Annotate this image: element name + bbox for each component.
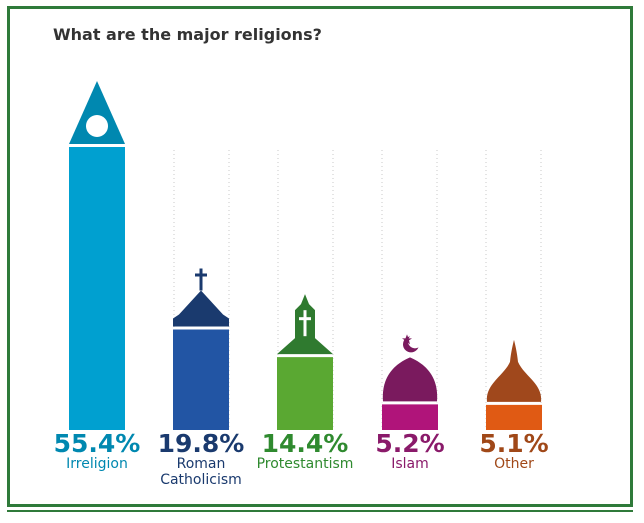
- value-label: 5.2%: [375, 429, 444, 458]
- dome-shape: [382, 357, 438, 402]
- frame-border: [7, 6, 633, 507]
- bar: [69, 146, 125, 430]
- bulb-shape: [486, 339, 542, 402]
- chart-title: What are the major religions?: [53, 25, 322, 44]
- crescent-dome-icon: [382, 334, 438, 402]
- bar-group-4: 5.2%Islam: [375, 334, 445, 472]
- cross-roof-icon: [173, 268, 229, 327]
- crescent-inner: [408, 334, 422, 349]
- category-label: Protestantism: [257, 456, 354, 472]
- bar: [277, 356, 333, 430]
- value-label: 55.4%: [54, 429, 141, 458]
- cross-vertical: [199, 268, 203, 291]
- value-label: 5.1%: [479, 429, 548, 458]
- category-label: Catholicism: [160, 472, 242, 488]
- category-label: Roman: [177, 456, 226, 472]
- star-shape: [402, 334, 412, 345]
- steeple-cross-horizontal: [299, 317, 311, 321]
- roof-shape: [173, 290, 229, 327]
- triangle-circle-icon: [69, 81, 125, 144]
- bar-group-1: 55.4%Irreligion: [54, 81, 141, 472]
- steeple-cross-vertical: [303, 310, 307, 337]
- bar: [382, 403, 438, 430]
- cross-horizontal: [195, 273, 207, 277]
- category-label: Islam: [391, 456, 429, 472]
- triangle-circle: [86, 115, 108, 137]
- bar: [173, 328, 229, 430]
- bar: [486, 403, 542, 430]
- value-label: 14.4%: [262, 429, 349, 458]
- category-label: Other: [494, 456, 534, 472]
- frame-bottom-rule: [7, 510, 633, 512]
- category-label: Irreligion: [66, 456, 128, 472]
- triangle-shape: [69, 81, 125, 144]
- bar-group-3: 14.4%Protestantism: [257, 294, 354, 472]
- bar-group-5: 5.1%Other: [479, 339, 549, 472]
- onion-dome-icon: [486, 339, 542, 402]
- value-label: 19.8%: [158, 429, 245, 458]
- steeple-cross-icon: [277, 294, 333, 355]
